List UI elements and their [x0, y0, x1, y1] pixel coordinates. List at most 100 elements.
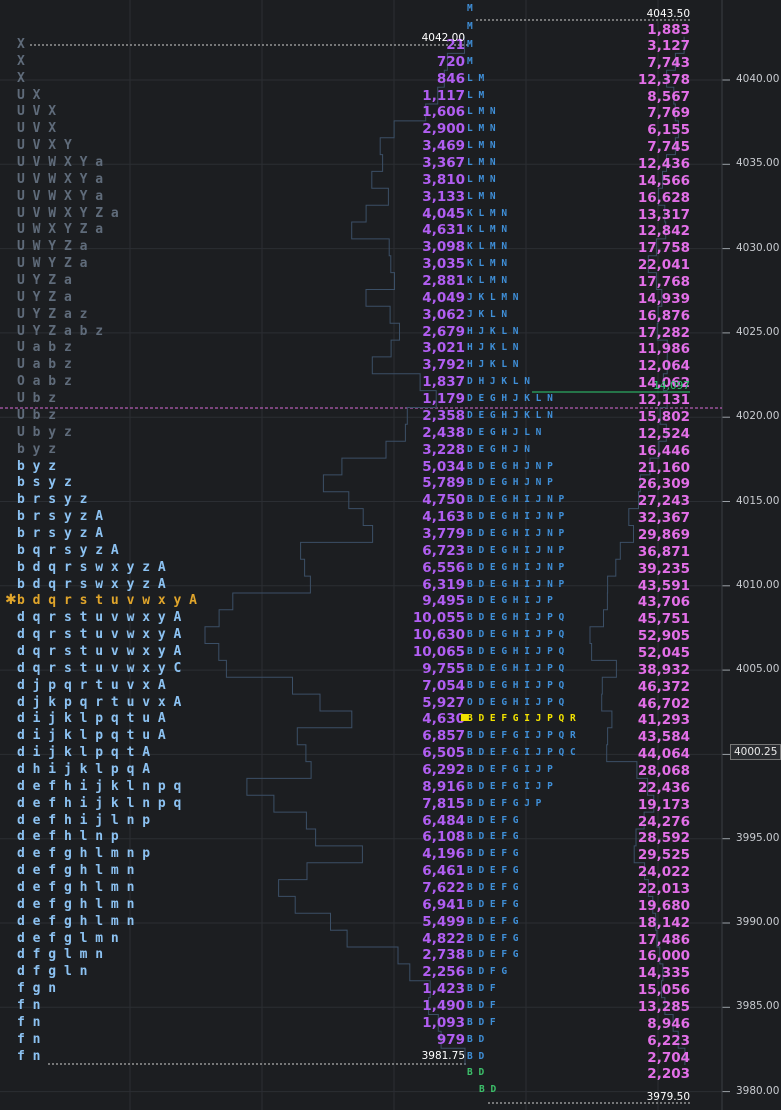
left-tpo-letters: d f g l m n: [17, 947, 104, 963]
mid-volume-value: 5,927: [422, 694, 465, 711]
right-volume-value: 36,871: [637, 543, 690, 560]
right-volume-value: 52,905: [637, 628, 690, 645]
left-tpo-letters: b y z: [17, 458, 57, 474]
left-tpo-letters: U V W X Y Z a: [17, 205, 119, 221]
mid-volume-value: 5,499: [422, 913, 465, 930]
mid-volume-value: 2,438: [422, 424, 465, 441]
right-volume-value: 17,758: [637, 240, 690, 257]
mid-volume-value: 6,723: [422, 542, 465, 559]
left-tpo-letters: U W X Y Z a: [17, 222, 104, 238]
right-tpo-letters: D E G H J K L N: [467, 393, 553, 405]
right-volume-value: 14,335: [637, 965, 690, 982]
axis-label: 4030.00: [736, 241, 780, 254]
left-tpo-letters: d e f h i j k l n p q: [17, 795, 182, 811]
right-volume-value: 19,173: [637, 796, 690, 813]
left-tpo-letters: d e f h l n p: [17, 829, 119, 845]
mid-volume-value: 5,034: [422, 458, 465, 475]
mid-volume-value: 4,049: [422, 289, 465, 306]
mid-volume-value: 1,093: [422, 1014, 465, 1031]
left-tpo-letters: U W Y Z a: [17, 239, 88, 255]
right-volume-value: 22,436: [637, 779, 690, 796]
left-tpo-letters: U b z: [17, 391, 57, 407]
left-tpo-letters: d q r s t u v w x y A: [17, 643, 182, 659]
right-volume-value: 14,062: [637, 375, 690, 392]
right-volume-value: 14,566: [637, 172, 690, 189]
right-volume-value: 17,768: [637, 274, 690, 291]
left-tpo-letters: d j k p q r t u v x A: [17, 694, 182, 710]
right-tpo-letters: L M: [467, 72, 485, 84]
right-volume-value: 11,986: [637, 341, 690, 358]
left-tpo-letters: d e f g h l m n: [17, 863, 135, 879]
right-volume-value: 2,203: [647, 1066, 690, 1083]
mid-volume-value: 3,779: [422, 525, 465, 542]
mid-volume-value: 3,098: [422, 239, 465, 256]
mid-volume-value: 7,054: [422, 677, 465, 694]
right-volume-value: 2,704: [647, 1049, 690, 1066]
right-volume-value: 13,317: [637, 206, 690, 223]
right-volume-value: 29,869: [637, 526, 690, 543]
right-volume-value: 8,946: [647, 1015, 690, 1032]
right-tpo-letters: B D: [467, 1033, 485, 1045]
right-tpo-letters: B D E G H I J P Q: [467, 629, 565, 641]
left-tpo-letters: d e f g h l m n: [17, 880, 135, 895]
right-volume-value: 38,932: [637, 661, 690, 678]
right-volume-value: 13,285: [637, 999, 690, 1016]
left-tpo-letters: U V W X Y a: [17, 171, 104, 187]
mid-volume-value: 3,062: [422, 306, 465, 323]
right-tpo-letters: B D E G H I J N P: [467, 544, 565, 556]
right-tpo-letters: B D E G H I J P Q: [467, 612, 565, 624]
right-tpo-letters: B D E F G J P: [467, 797, 542, 809]
mid-volume-value: 979: [436, 1031, 465, 1048]
left-tpo-letters: b r s y z A: [17, 525, 104, 541]
right-tpo-letters: B D E F G: [467, 882, 519, 893]
mid-volume-value: 3,228: [422, 441, 465, 458]
right-volume-value: 26,309: [637, 476, 690, 493]
right-volume-value: 24,276: [637, 813, 690, 830]
mid-volume-value: 3,469: [422, 138, 465, 155]
mid-volume-value: 4,163: [422, 509, 465, 526]
right-tpo-letters: B D E G H I J P Q: [467, 645, 565, 657]
left-tpo-letters: b d q r s w x y z A: [17, 576, 166, 592]
right-volume-value: 12,064: [637, 358, 690, 375]
green-marker-label: 14,097: [653, 380, 690, 392]
mid-volume-value: 7,622: [422, 880, 465, 896]
axis-label: 4015.00: [736, 494, 780, 507]
right-volume-value: 15,056: [637, 982, 690, 999]
right-volume-value: 6,223: [647, 1032, 690, 1049]
left-tpo-letters: d e f h i j l n p: [17, 812, 151, 828]
right-volume-value: 52,045: [637, 644, 690, 661]
right-volume-value: 12,524: [637, 425, 690, 442]
mid-volume-value: 2,881: [422, 273, 465, 290]
right-tpo-letters: M: [467, 39, 473, 50]
right-tpo-letters: L M N: [467, 123, 496, 135]
axis-label: 4035.00: [736, 157, 780, 170]
mid-volume-value: 3,133: [422, 188, 465, 205]
right-tpo-letters: B D E F G: [467, 898, 519, 910]
left-tpo-letters: f g n: [17, 981, 57, 997]
left-tpo-letters: U b y z: [17, 424, 72, 440]
left-tpo-letters: X: [17, 53, 25, 69]
right-tpo-letters: M: [467, 55, 473, 67]
right-volume-value: 46,702: [637, 695, 690, 712]
right-volume-value: 7,769: [647, 105, 690, 122]
left-tpo-letters: b d q r s t u v w x y A: [17, 593, 198, 609]
right-tpo-letters: K L M N: [467, 224, 508, 236]
left-tpo-letters: U V W X Y a: [17, 155, 104, 171]
right-tpo-letters: L M: [467, 89, 485, 101]
right-tpo-letters: D E G H J N: [467, 443, 530, 455]
right-tpo-letters: B D F: [467, 983, 496, 995]
mid-volume-value: 1,837: [422, 374, 465, 391]
left-tpo-letters: b r s y z A: [17, 509, 104, 525]
right-tpo-letters: L M N: [467, 106, 496, 118]
right-tpo-letters: B D F: [467, 1016, 496, 1028]
right-volume-value: 32,367: [637, 510, 690, 527]
right-tpo-letters: K L M N: [467, 207, 508, 219]
right-tpo-letters: B D E G H I J P Q: [467, 679, 565, 691]
left-tpo-letters: X: [17, 70, 25, 86]
right-volume-value: 41,293: [637, 712, 690, 729]
left-tpo-letters: U V X Y: [17, 138, 72, 154]
left-tpo-letters: U Y Z a b z: [17, 323, 104, 339]
right-tpo-letters: D E G H J L N: [467, 426, 542, 438]
right-volume-value: 3,127: [647, 38, 690, 54]
